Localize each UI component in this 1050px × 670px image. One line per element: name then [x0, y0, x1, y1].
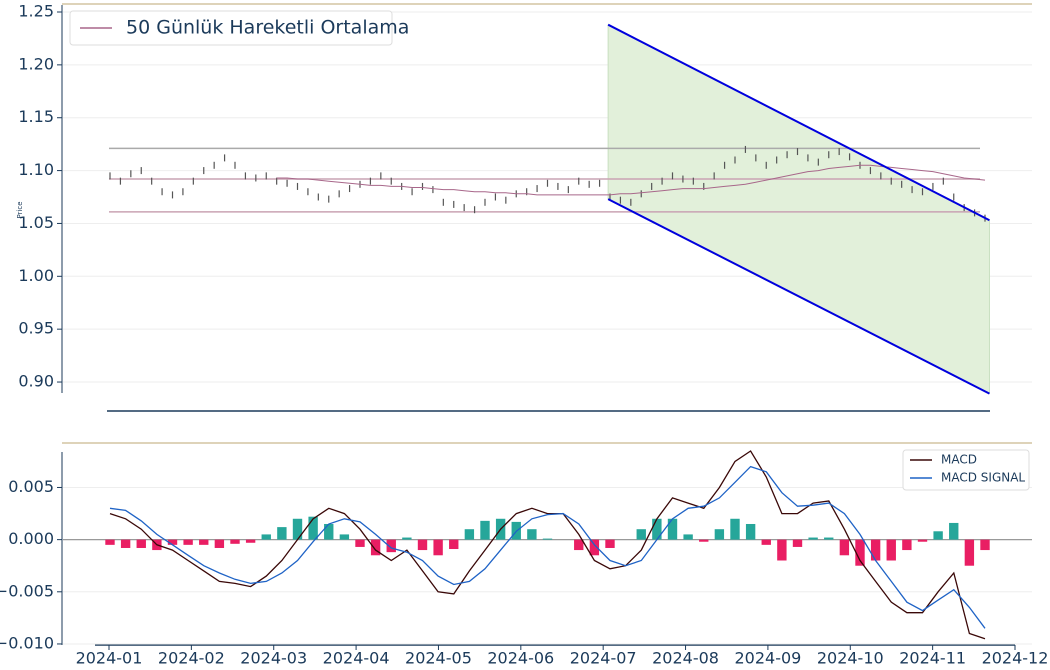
- macd-line: [109, 465, 986, 629]
- histogram-bar: [808, 537, 818, 540]
- histogram-bar: [339, 534, 350, 540]
- histogram-bar: [386, 539, 396, 553]
- histogram-bar: [199, 539, 209, 545]
- y-tick-label: 1.05: [18, 213, 54, 232]
- histogram-bar: [699, 539, 709, 542]
- histogram-bar: [761, 539, 771, 545]
- y-tick-label: 1.25: [18, 2, 54, 21]
- histogram-bar: [370, 539, 381, 556]
- histogram-bar: [870, 539, 881, 561]
- histogram-bar: [355, 539, 365, 547]
- channel-lower: [607, 198, 990, 395]
- channel-fill: [608, 24, 990, 394]
- histogram-bar: [464, 529, 475, 540]
- histogram-bar: [636, 529, 646, 540]
- x-tick-label: 2024-03: [240, 649, 307, 668]
- y-tick-label: 1.15: [18, 107, 54, 126]
- histogram-bar: [745, 523, 756, 540]
- histogram-bar: [308, 516, 318, 540]
- histogram-bar: [886, 539, 896, 561]
- histogram-bar: [949, 522, 959, 540]
- histogram-bar: [105, 539, 115, 545]
- x-tick-label: 2024-07: [570, 649, 637, 668]
- histogram-bar: [777, 539, 787, 561]
- legend-box: [69, 10, 393, 46]
- y-tick-label: 1.20: [18, 54, 54, 73]
- y-axis-label: Price: [16, 201, 24, 218]
- histogram-bar: [324, 523, 334, 540]
- histogram-bar: [980, 539, 990, 551]
- histogram-bar: [230, 539, 240, 544]
- histogram-bar: [449, 539, 459, 550]
- x-tick-label: 2024-06: [487, 649, 554, 668]
- y-tick-label: −0.010: [0, 633, 54, 652]
- legend-label: MACD: [941, 453, 977, 467]
- histogram-bar: [167, 539, 178, 545]
- y-tick-label: 0.005: [8, 477, 54, 496]
- histogram-bar: [136, 539, 146, 548]
- y-tick-label: 0.90: [18, 372, 54, 391]
- y-tick-label: 0.000: [8, 529, 54, 548]
- x-tick-label: 2024-01: [76, 649, 143, 668]
- histogram-bar: [917, 539, 928, 542]
- histogram-bar: [902, 539, 912, 551]
- x-tick-label: 2024-08: [652, 649, 719, 668]
- y-tick-label: 1.10: [18, 160, 54, 179]
- histogram-bar: [574, 539, 584, 551]
- histogram-bar: [839, 539, 850, 556]
- histogram-bar: [480, 520, 490, 540]
- histogram-bar: [542, 538, 553, 540]
- histogram-bar: [933, 531, 943, 540]
- x-tick-label: 2024-12: [982, 649, 1049, 668]
- histogram-bar: [589, 539, 600, 556]
- histogram-bar: [855, 539, 865, 566]
- histogram-bar: [402, 537, 412, 540]
- y-tick-label: −0.005: [0, 581, 54, 600]
- histogram-bar: [433, 539, 443, 556]
- histogram-bar: [261, 534, 271, 540]
- histogram-bar: [792, 539, 803, 547]
- histogram-bar: [714, 529, 725, 540]
- y-tick-label: 0.95: [18, 319, 54, 338]
- histogram-bar: [277, 527, 287, 540]
- channel-upper: [607, 23, 990, 222]
- histogram-bar: [683, 534, 693, 540]
- histogram-bar: [730, 518, 740, 540]
- x-tick-label: 2024-05: [405, 649, 472, 668]
- moving-average-line: [276, 164, 986, 196]
- histogram-bar: [417, 539, 428, 551]
- x-tick-label: 2024-09: [734, 649, 801, 668]
- x-tick-label: 2024-10: [817, 649, 884, 668]
- histogram-bar: [527, 529, 537, 540]
- histogram-bar: [292, 518, 303, 540]
- histogram-bar: [120, 539, 131, 548]
- histogram-bar: [824, 537, 834, 540]
- x-tick-label: 2024-11: [899, 649, 966, 668]
- x-tick-label: 2024-04: [323, 649, 390, 668]
- histogram-bar: [652, 518, 662, 540]
- macd-line: [109, 450, 986, 640]
- histogram-bar: [667, 518, 678, 540]
- legend-box: [902, 449, 1030, 491]
- histogram-bar: [964, 539, 975, 566]
- histogram-bar: [605, 539, 615, 548]
- legend-label: 50 Günlük Hareketli Ortalama: [126, 17, 409, 39]
- histogram-bar: [214, 539, 225, 548]
- legend-label: MACD SIGNAL: [941, 471, 1025, 485]
- y-tick-label: 1.00: [18, 266, 54, 285]
- histogram-bar: [183, 539, 193, 545]
- x-tick-label: 2024-02: [158, 649, 225, 668]
- histogram-bar: [245, 539, 256, 543]
